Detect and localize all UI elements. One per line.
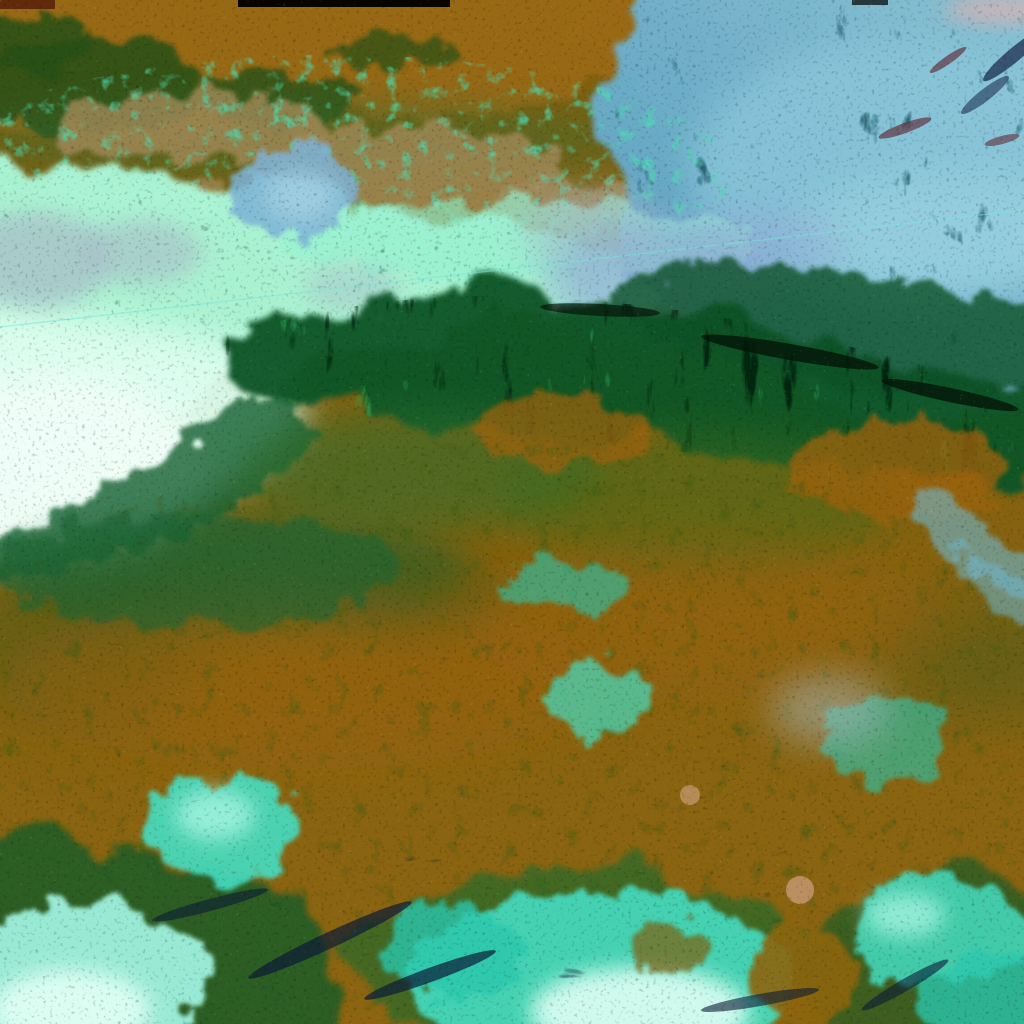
grain-light-overlay [0, 0, 1024, 1024]
satellite-image [0, 0, 1024, 1024]
satellite-scene-canvas [0, 0, 1024, 1024]
